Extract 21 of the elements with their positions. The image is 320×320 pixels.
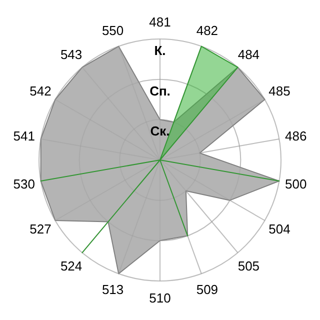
spoke-label: 482: [196, 22, 218, 38]
spoke-label: 527: [30, 222, 52, 237]
spoke-label: 500: [285, 176, 307, 192]
spoke-label: 524: [60, 258, 82, 274]
spoke-label: 530: [13, 176, 35, 192]
spoke-label: 481: [149, 14, 171, 30]
spoke-label: 513: [102, 282, 124, 298]
spoke-label: 510: [149, 290, 171, 306]
spoke-label: 509: [196, 282, 218, 298]
y-tick-label: Ск.: [150, 124, 170, 139]
y-tick-label: К.: [154, 43, 166, 58]
spoke-label: 484: [238, 46, 260, 62]
spoke-label: 550: [102, 22, 124, 38]
spoke-label: 486: [285, 128, 307, 144]
spoke-label: 485: [268, 84, 290, 99]
y-tick-label: Сп.: [150, 83, 170, 98]
spoke-label: 504: [268, 222, 290, 237]
spoke-label: 541: [13, 128, 35, 144]
spoke-label: 542: [30, 84, 52, 99]
spoke-label: 543: [60, 46, 82, 62]
spoke-label: 505: [238, 258, 260, 274]
